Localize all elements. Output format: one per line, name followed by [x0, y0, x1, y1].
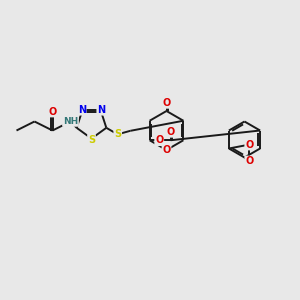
Text: S: S	[88, 135, 95, 145]
Text: S: S	[114, 129, 121, 140]
Text: O: O	[155, 135, 163, 145]
Text: O: O	[48, 106, 57, 117]
Text: N: N	[97, 105, 105, 115]
Text: O: O	[245, 140, 254, 150]
Text: N: N	[78, 105, 86, 115]
Text: O: O	[162, 98, 171, 108]
Text: NH: NH	[63, 117, 78, 126]
Text: O: O	[167, 127, 175, 137]
Text: O: O	[162, 145, 171, 155]
Text: O: O	[245, 156, 254, 167]
